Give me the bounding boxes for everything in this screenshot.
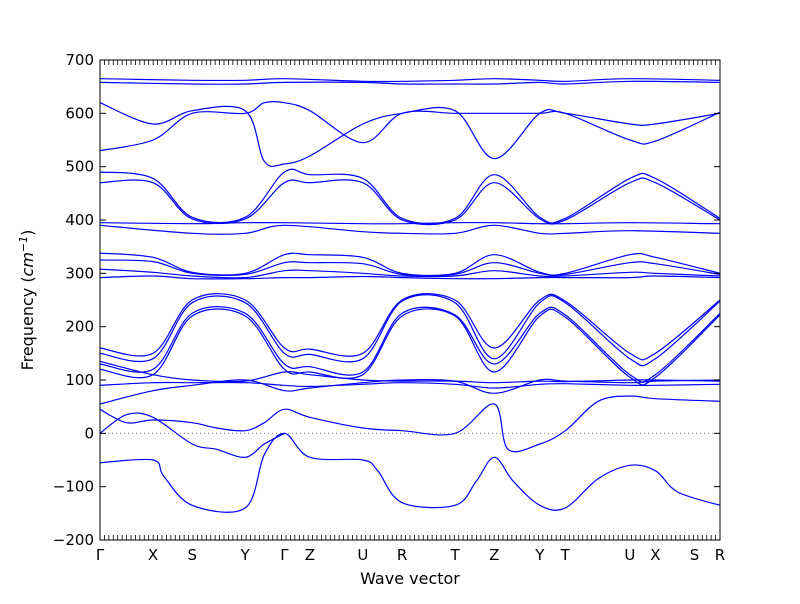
series-line-16 [99, 224, 721, 235]
series-line-22 [99, 80, 721, 85]
y-axis-label: Frequency (cm−1) [17, 230, 37, 371]
x-tick-label: T [560, 546, 571, 564]
series-line-7 [99, 293, 721, 361]
y-axis-label-close: ) [18, 230, 37, 236]
x-tick-label: X [650, 546, 660, 564]
x-tick-label: U [357, 546, 368, 564]
x-tick-label: Z [489, 546, 499, 564]
y-tick-label: −100 [53, 478, 94, 496]
x-tick-label: R [715, 546, 725, 564]
y-axis-label-unit: cm [18, 252, 37, 276]
x-tick-label: T [449, 546, 460, 564]
series-line-12 [99, 259, 721, 277]
series-line-11 [99, 252, 721, 277]
y-tick-label: 200 [65, 318, 94, 336]
x-tick-label: Y [240, 546, 251, 564]
series-line-3 [99, 395, 721, 453]
x-tick-label: Γ [280, 546, 289, 564]
x-tick-label: X [148, 546, 158, 564]
series-line-9 [99, 306, 721, 383]
series-line-21 [99, 78, 721, 83]
y-tick-label: −200 [53, 531, 94, 549]
y-tick-label: 700 [65, 51, 94, 69]
series-line-1 [99, 412, 285, 458]
series-line-10 [99, 308, 721, 386]
x-tick-label: S [690, 546, 700, 564]
series-line-13 [99, 268, 721, 279]
x-tick-label: Γ [96, 546, 105, 564]
y-axis-label-exp: −1 [17, 236, 30, 252]
x-tick-label: U [624, 546, 635, 564]
series-line-2 [99, 432, 721, 513]
x-tick-label: Z [305, 546, 315, 564]
y-tick-label: 300 [65, 264, 94, 282]
y-tick-label: 0 [84, 424, 94, 442]
y-tick-label: 500 [65, 158, 94, 176]
y-tick-label: 100 [65, 371, 94, 389]
series-line-18 [99, 177, 721, 226]
series-line-14 [99, 275, 721, 280]
plot-frame [99, 59, 721, 541]
series-line-8 [99, 294, 721, 367]
series-line-6 [99, 360, 721, 384]
series-line-20 [99, 100, 721, 152]
y-tick-label: 600 [65, 104, 94, 122]
series-line-17 [99, 168, 721, 225]
x-tick-label: R [397, 546, 407, 564]
y-axis-label-base: Frequency ( [18, 276, 37, 370]
series-line-19 [99, 102, 721, 167]
x-tick-label: Y [534, 546, 545, 564]
y-tick-label: 400 [65, 211, 94, 229]
x-tick-label: S [187, 546, 197, 564]
series-line-5 [99, 381, 721, 389]
series-layer [99, 78, 721, 513]
x-axis-label: Wave vector [360, 569, 460, 588]
